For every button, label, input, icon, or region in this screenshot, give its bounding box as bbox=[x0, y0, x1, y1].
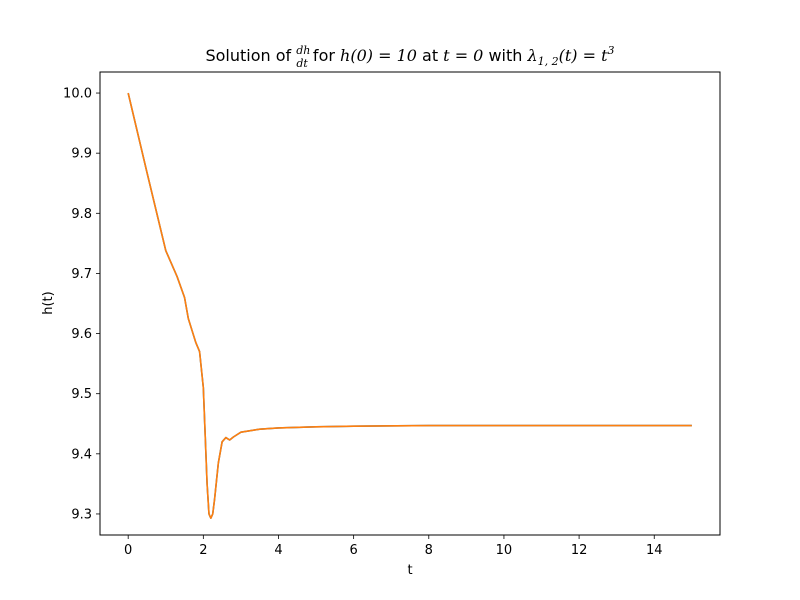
title-t0: t = 0 bbox=[443, 46, 483, 65]
series-line-1 bbox=[127, 92, 692, 519]
title-lambda-rest: (t) = t bbox=[559, 46, 608, 65]
x-tick-label: 8 bbox=[425, 543, 433, 558]
y-tick-label: 9.4 bbox=[71, 447, 92, 462]
title-frac-denominator: dt bbox=[296, 57, 308, 70]
series-layer bbox=[127, 92, 692, 519]
y-tick-label: 9.5 bbox=[71, 387, 92, 402]
y-tick-label: 9.3 bbox=[71, 507, 92, 522]
title-lambda: λ bbox=[526, 46, 537, 65]
plot-area-frame bbox=[99, 71, 721, 536]
y-tick-label: 9.7 bbox=[71, 267, 92, 282]
y-tick-label: 9.8 bbox=[71, 207, 92, 222]
y-tick-label: 9.6 bbox=[71, 327, 92, 342]
x-tick-label: 4 bbox=[274, 543, 282, 558]
title-mid-1: for bbox=[308, 46, 340, 65]
y-tick-label: 10.0 bbox=[63, 87, 92, 102]
title-prefix: Solution of bbox=[205, 46, 296, 65]
title-lambda-superscript: 3 bbox=[608, 44, 615, 57]
x-tick-label: 14 bbox=[646, 543, 663, 558]
title-mid-2: at bbox=[417, 46, 443, 65]
title-mid-3: with bbox=[483, 46, 527, 65]
title-lambda-subscript: 1, 2 bbox=[538, 55, 559, 68]
title-frac-numerator: dh bbox=[296, 44, 310, 57]
x-tick-label: 2 bbox=[199, 543, 207, 558]
y-axis-label: h(t) bbox=[41, 291, 56, 314]
y-tick-label: 9.9 bbox=[71, 147, 92, 162]
x-tick-label: 0 bbox=[124, 543, 132, 558]
x-axis-label: t bbox=[407, 563, 412, 578]
ticks-layer: 0 2 4 6 8 10 12 14 9.3 9.4 9.5 9.6 9.7 9.8 9.9 10.0 bbox=[63, 87, 662, 558]
x-tick-label: 6 bbox=[349, 543, 357, 558]
x-tick-label: 12 bbox=[571, 543, 588, 558]
x-tick-label: 10 bbox=[496, 543, 513, 558]
series-line-2 bbox=[127, 92, 692, 519]
chart-title: Solution of dh dt for h(0) = 10 at t = 0 … bbox=[205, 44, 614, 70]
title-condition: h(0) = 10 bbox=[340, 46, 417, 65]
